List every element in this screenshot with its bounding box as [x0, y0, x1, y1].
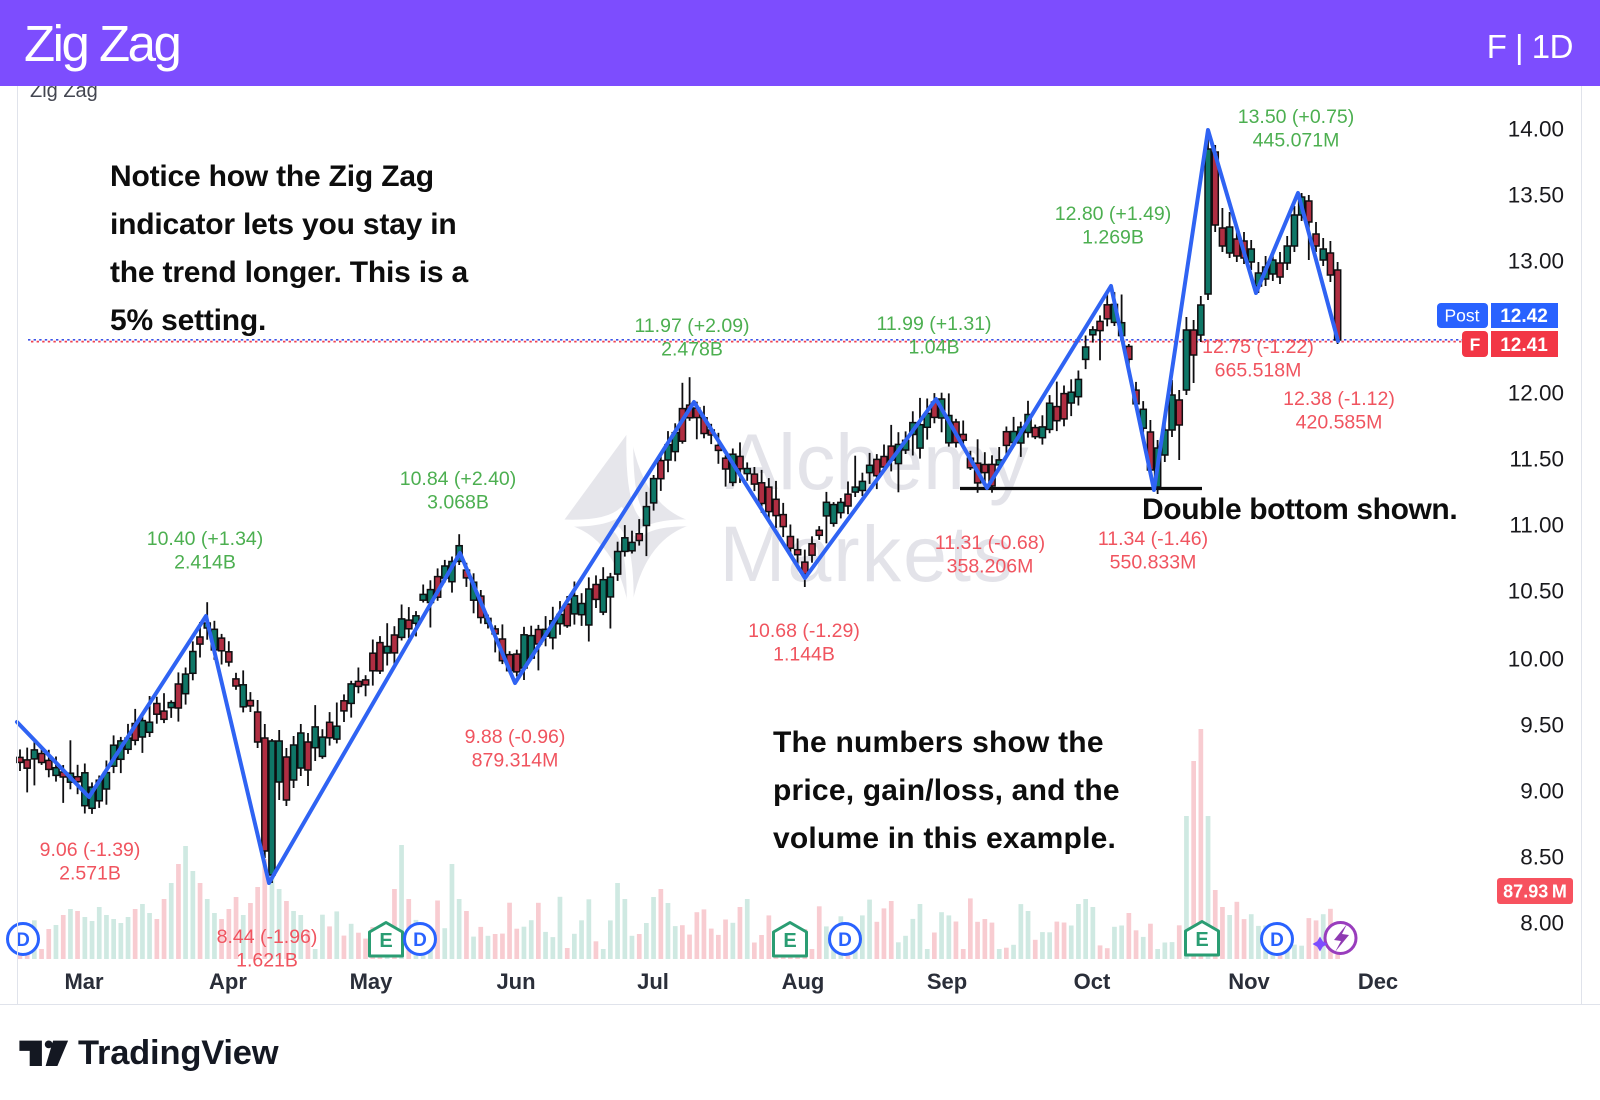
svg-text:D: D [16, 930, 30, 951]
svg-text:volume in this example.: volume in this example. [773, 822, 1116, 855]
svg-text:8.00: 8.00 [1520, 911, 1564, 936]
svg-text:Post: Post [1444, 306, 1479, 326]
svg-text:10.50: 10.50 [1508, 579, 1564, 604]
svg-text:10.00: 10.00 [1508, 647, 1564, 672]
svg-text:11.97 (+2.09): 11.97 (+2.09) [634, 315, 749, 337]
svg-text:E: E [783, 930, 796, 952]
svg-text:12.38 (-1.12): 12.38 (-1.12) [1283, 388, 1395, 410]
svg-text:879.314M: 879.314M [472, 750, 559, 772]
svg-text:Jun: Jun [496, 969, 535, 994]
svg-text:13.50 (+0.75): 13.50 (+0.75) [1238, 106, 1355, 128]
svg-text:E: E [379, 930, 392, 952]
svg-text:1.144B: 1.144B [773, 644, 835, 666]
svg-text:87.93 M: 87.93 M [1503, 882, 1567, 902]
svg-text:Markets: Markets [720, 509, 1015, 598]
svg-text:2.414B: 2.414B [174, 552, 236, 574]
svg-text:665.518M: 665.518M [1215, 360, 1302, 382]
svg-text:9.88 (-0.96): 9.88 (-0.96) [465, 726, 566, 748]
svg-text:Notice how the Zig Zag: Notice how the Zig Zag [110, 160, 434, 193]
svg-text:420.585M: 420.585M [1296, 412, 1383, 434]
svg-text:9.00: 9.00 [1520, 779, 1564, 804]
svg-text:550.833M: 550.833M [1110, 552, 1197, 574]
svg-text:the trend longer. This is a: the trend longer. This is a [110, 256, 469, 289]
svg-text:12.80 (+1.49): 12.80 (+1.49) [1055, 203, 1172, 225]
svg-text:12.75 (-1.22): 12.75 (-1.22) [1202, 336, 1314, 358]
svg-text:10.40 (+1.34): 10.40 (+1.34) [147, 528, 264, 550]
svg-text:13.00: 13.00 [1508, 249, 1564, 274]
svg-text:Double bottom shown.: Double bottom shown. [1142, 493, 1457, 526]
svg-text:Oct: Oct [1074, 969, 1111, 994]
svg-text:11.50: 11.50 [1509, 447, 1564, 472]
svg-text:12.00: 12.00 [1508, 381, 1564, 406]
svg-text:13.50: 13.50 [1508, 183, 1564, 208]
svg-text:indicator lets you stay in: indicator lets you stay in [110, 208, 457, 241]
svg-text:10.68 (-1.29): 10.68 (-1.29) [748, 620, 860, 642]
svg-text:9.06 (-1.39): 9.06 (-1.39) [40, 839, 141, 861]
svg-text:1.621B: 1.621B [236, 950, 298, 972]
svg-text:8.44 (-1.96): 8.44 (-1.96) [217, 926, 318, 948]
svg-text:Apr: Apr [209, 969, 247, 994]
svg-text:2.571B: 2.571B [59, 863, 121, 885]
svg-text:D: D [1270, 930, 1284, 951]
svg-text:2.478B: 2.478B [661, 339, 723, 361]
svg-text:Aug: Aug [782, 969, 825, 994]
svg-text:The numbers show the: The numbers show the [773, 726, 1104, 759]
svg-text:D: D [838, 930, 852, 951]
svg-text:Zig Zag: Zig Zag [24, 15, 180, 72]
svg-text:5% setting.: 5% setting. [110, 304, 266, 337]
svg-text:12.42: 12.42 [1500, 306, 1548, 327]
svg-text:E: E [1195, 929, 1208, 951]
svg-text:Mar: Mar [64, 969, 104, 994]
svg-text:D: D [413, 930, 427, 951]
svg-text:11.99 (+1.31): 11.99 (+1.31) [876, 313, 991, 335]
svg-text:1.269B: 1.269B [1082, 227, 1144, 249]
svg-text:May: May [350, 969, 394, 994]
svg-text:8.50: 8.50 [1520, 845, 1564, 870]
svg-text:Jul: Jul [637, 969, 669, 994]
svg-text:Dec: Dec [1358, 969, 1398, 994]
svg-text:12.41: 12.41 [1500, 335, 1548, 356]
svg-text:1.04B: 1.04B [909, 337, 960, 359]
svg-text:9.50: 9.50 [1520, 713, 1564, 738]
svg-text:Sep: Sep [927, 969, 967, 994]
svg-text:11.31 (-0.68): 11.31 (-0.68) [935, 532, 1045, 554]
svg-text:price, gain/loss, and the: price, gain/loss, and the [773, 774, 1120, 807]
svg-text:14.00: 14.00 [1508, 117, 1564, 142]
svg-text:TradingView: TradingView [78, 1034, 279, 1072]
svg-text:11.00: 11.00 [1509, 513, 1564, 538]
svg-text:11.34 (-1.46): 11.34 (-1.46) [1098, 528, 1208, 550]
svg-text:445.071M: 445.071M [1253, 130, 1340, 152]
svg-text:Nov: Nov [1228, 969, 1270, 994]
svg-text:358.206M: 358.206M [947, 556, 1034, 578]
svg-text:F | 1D: F | 1D [1487, 28, 1573, 65]
svg-text:10.84 (+2.40): 10.84 (+2.40) [400, 468, 517, 490]
svg-text:3.068B: 3.068B [427, 492, 489, 514]
svg-text:F: F [1470, 335, 1481, 355]
